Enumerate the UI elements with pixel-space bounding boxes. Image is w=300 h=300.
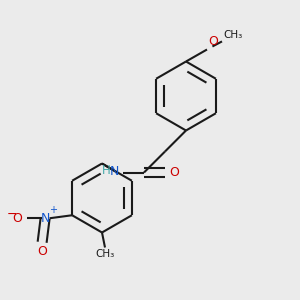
Text: O: O: [208, 35, 218, 48]
Text: O: O: [169, 166, 179, 179]
Text: O: O: [37, 245, 47, 258]
Text: H: H: [102, 164, 110, 178]
Text: N: N: [110, 165, 119, 178]
Text: CH₃: CH₃: [95, 249, 115, 259]
Text: N: N: [40, 212, 50, 225]
Text: −: −: [7, 208, 17, 221]
Text: CH₃: CH₃: [224, 31, 243, 40]
Text: +: +: [49, 205, 57, 215]
Text: O: O: [13, 212, 22, 225]
